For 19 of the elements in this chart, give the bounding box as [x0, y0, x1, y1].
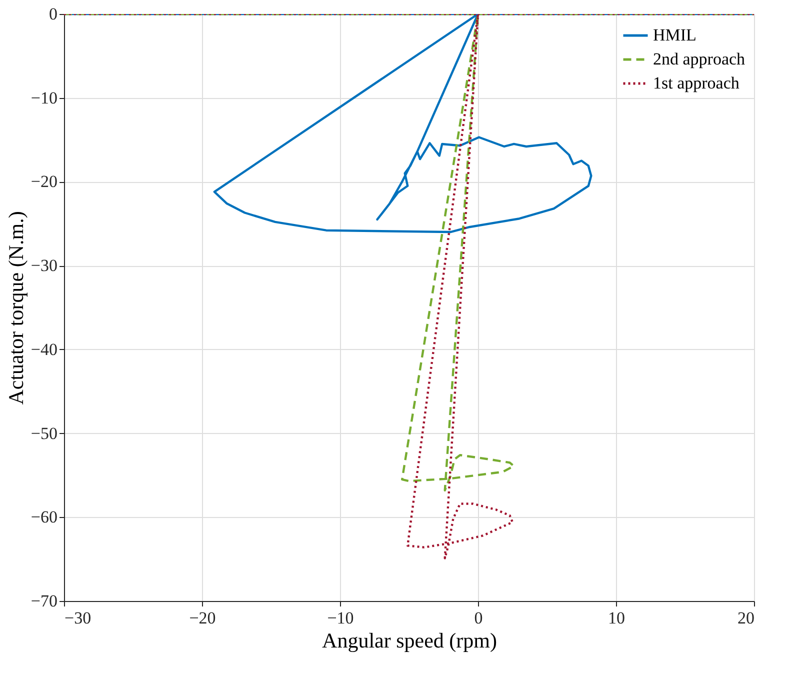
- y-tick-label: −20: [30, 172, 58, 192]
- x-tick-label: 20: [738, 608, 754, 628]
- y-tick-label: −50: [30, 424, 58, 443]
- x-axis-title: Angular speed (rpm): [322, 628, 497, 652]
- legend-label: 1st approach: [653, 74, 740, 92]
- legend-label: HMIL: [653, 26, 696, 44]
- legend-label: 2nd approach: [653, 50, 746, 68]
- y-tick-label: −30: [30, 256, 58, 276]
- x-tick-label: 0: [474, 608, 483, 628]
- y-tick-label: 0: [49, 4, 58, 24]
- y-tick-label: −70: [30, 592, 58, 610]
- y-tick-label: −40: [30, 340, 58, 359]
- y-tick-label: −60: [30, 508, 58, 527]
- x-tick-label: −30: [64, 608, 92, 628]
- y-tick-label: −10: [30, 88, 58, 108]
- x-tick-label: −20: [189, 608, 216, 628]
- y-axis-title: Actuator torque (N.m.): [4, 211, 28, 405]
- x-tick-label: 10: [608, 608, 625, 628]
- x-tick-label: −10: [327, 608, 354, 628]
